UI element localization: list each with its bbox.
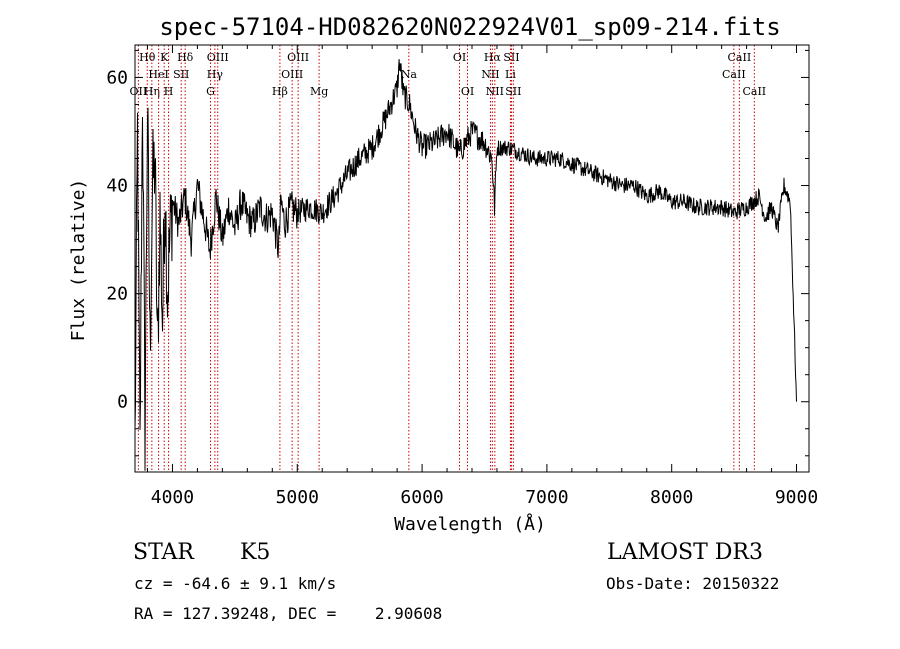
feature-line-label: SII bbox=[503, 51, 519, 64]
feature-line-label: Hβ bbox=[272, 85, 288, 98]
feature-line-label: OIII bbox=[207, 51, 229, 64]
plot-frame bbox=[134, 44, 810, 473]
feature-line-label: Hα bbox=[484, 51, 502, 64]
feature-line-label: Hδ bbox=[177, 51, 194, 64]
feature-line-label: Hθ bbox=[139, 51, 156, 64]
feature-line-label: CaII bbox=[742, 85, 766, 98]
x-tick-label: 8000 bbox=[650, 487, 693, 508]
x-axis-label: Wavelength (Å) bbox=[394, 513, 546, 535]
y-tick-label: 20 bbox=[106, 284, 128, 305]
redshift-value: cz = -64.6 ± 9.1 km/s bbox=[134, 574, 337, 593]
feature-line-label: CaII bbox=[728, 51, 752, 64]
y-axis-label: Flux (relative) bbox=[68, 179, 89, 342]
coordinates: RA = 127.39248, DEC = 2.90608 bbox=[134, 604, 443, 623]
feature-line-label: SII bbox=[173, 68, 189, 81]
feature-line-label: Hγ bbox=[207, 68, 224, 81]
y-tick-label: 60 bbox=[106, 67, 128, 88]
y-tick-label: 40 bbox=[106, 176, 128, 197]
x-tick-label: 6000 bbox=[400, 487, 443, 508]
observation-date: Obs-Date: 20150322 bbox=[606, 574, 780, 593]
feature-line-label: HeI bbox=[148, 68, 168, 81]
feature-line-label: CaII bbox=[722, 68, 746, 81]
feature-line-label: SII bbox=[505, 85, 521, 98]
feature-line-label: OIII bbox=[281, 68, 303, 81]
feature-line-label: H bbox=[164, 85, 174, 98]
feature-line-label: Hη bbox=[144, 85, 160, 98]
feature-line-label: NII bbox=[486, 85, 504, 98]
feature-line-label: Mg bbox=[310, 85, 328, 98]
spectrum-line bbox=[134, 59, 797, 471]
feature-line-label: NII bbox=[481, 68, 499, 81]
object-class: STAR bbox=[133, 540, 194, 565]
feature-line-label: G bbox=[206, 85, 215, 98]
feature-line-label: Na bbox=[401, 68, 418, 81]
feature-line-label: Li bbox=[505, 68, 516, 81]
spectral-subclass: K5 bbox=[240, 540, 271, 565]
x-tick-label: 9000 bbox=[775, 487, 818, 508]
x-tick-label: 7000 bbox=[525, 487, 568, 508]
feature-line-label: OII bbox=[130, 85, 148, 98]
y-tick-label: 0 bbox=[117, 392, 128, 413]
feature-line-label: OI bbox=[461, 85, 474, 98]
feature-line-label: OIII bbox=[287, 51, 309, 64]
chart-title: spec-57104-HD082620N022924V01_sp09-214.f… bbox=[159, 13, 780, 41]
survey-name: LAMOST DR3 bbox=[607, 540, 763, 565]
feature-line-label: K bbox=[160, 51, 169, 64]
feature-line-label: OI bbox=[453, 51, 466, 64]
x-tick-label: 4000 bbox=[151, 487, 194, 508]
x-tick-label: 5000 bbox=[276, 487, 319, 508]
